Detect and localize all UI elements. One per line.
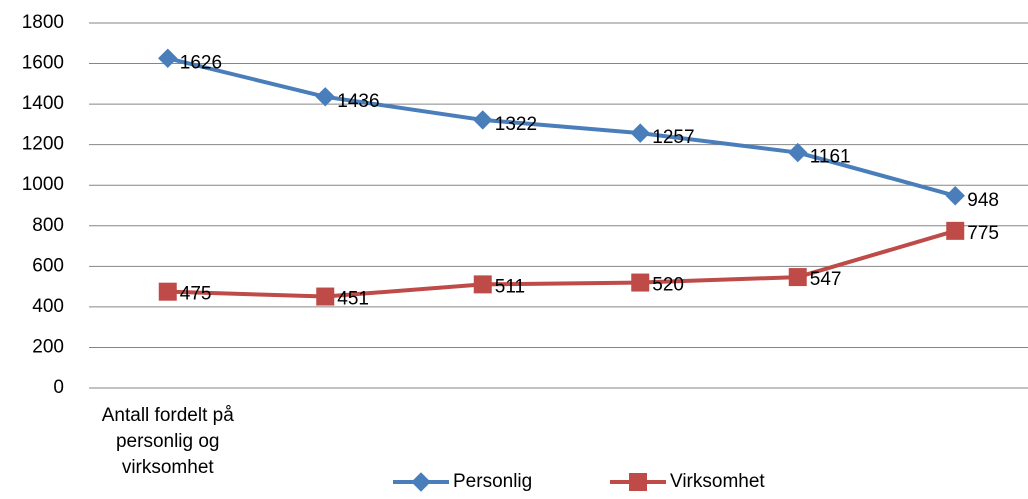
marker <box>631 273 650 292</box>
y-tick-label: 1000 <box>22 174 64 195</box>
x-tick-label: Antall fordelt på personlig og virksomhe… <box>101 405 234 478</box>
y-tick-label: 200 <box>32 336 64 357</box>
y-tick-label: 400 <box>32 296 64 317</box>
y-tick-label: 600 <box>32 255 64 276</box>
marker <box>788 142 808 163</box>
series-line <box>167 56 956 198</box>
marker <box>473 110 493 130</box>
y-tick-label: 1800 <box>22 12 64 33</box>
data-label: 475 <box>180 284 212 305</box>
marker <box>158 48 178 68</box>
marker <box>158 282 177 301</box>
marker <box>945 186 965 206</box>
data-label: 775 <box>967 223 999 244</box>
marker <box>629 473 647 491</box>
marker <box>788 268 807 287</box>
data-label: 547 <box>810 269 842 290</box>
marker <box>946 221 965 240</box>
data-label: 1322 <box>495 114 537 135</box>
series-line <box>167 228 956 299</box>
data-label: 1436 <box>337 91 379 112</box>
marker <box>473 275 492 294</box>
data-label: 1257 <box>652 127 694 148</box>
legend-label: Personlig <box>453 471 532 492</box>
data-label: 948 <box>967 190 999 211</box>
y-tick-label: 1400 <box>22 93 64 114</box>
marker <box>315 87 335 107</box>
y-tick-label: 0 <box>53 377 64 398</box>
marker <box>630 123 650 143</box>
y-tick-label: 1200 <box>22 134 64 155</box>
marker <box>316 287 335 306</box>
data-label: 1626 <box>180 52 222 73</box>
marker <box>411 472 431 492</box>
legend-label: Virksomhet <box>670 471 765 492</box>
y-tick-label: 1600 <box>22 53 64 74</box>
data-label: 1161 <box>810 147 851 168</box>
y-tick-label: 800 <box>32 215 64 236</box>
data-label: 520 <box>652 275 684 296</box>
data-label: 511 <box>495 276 525 297</box>
data-label: 451 <box>337 289 369 310</box>
